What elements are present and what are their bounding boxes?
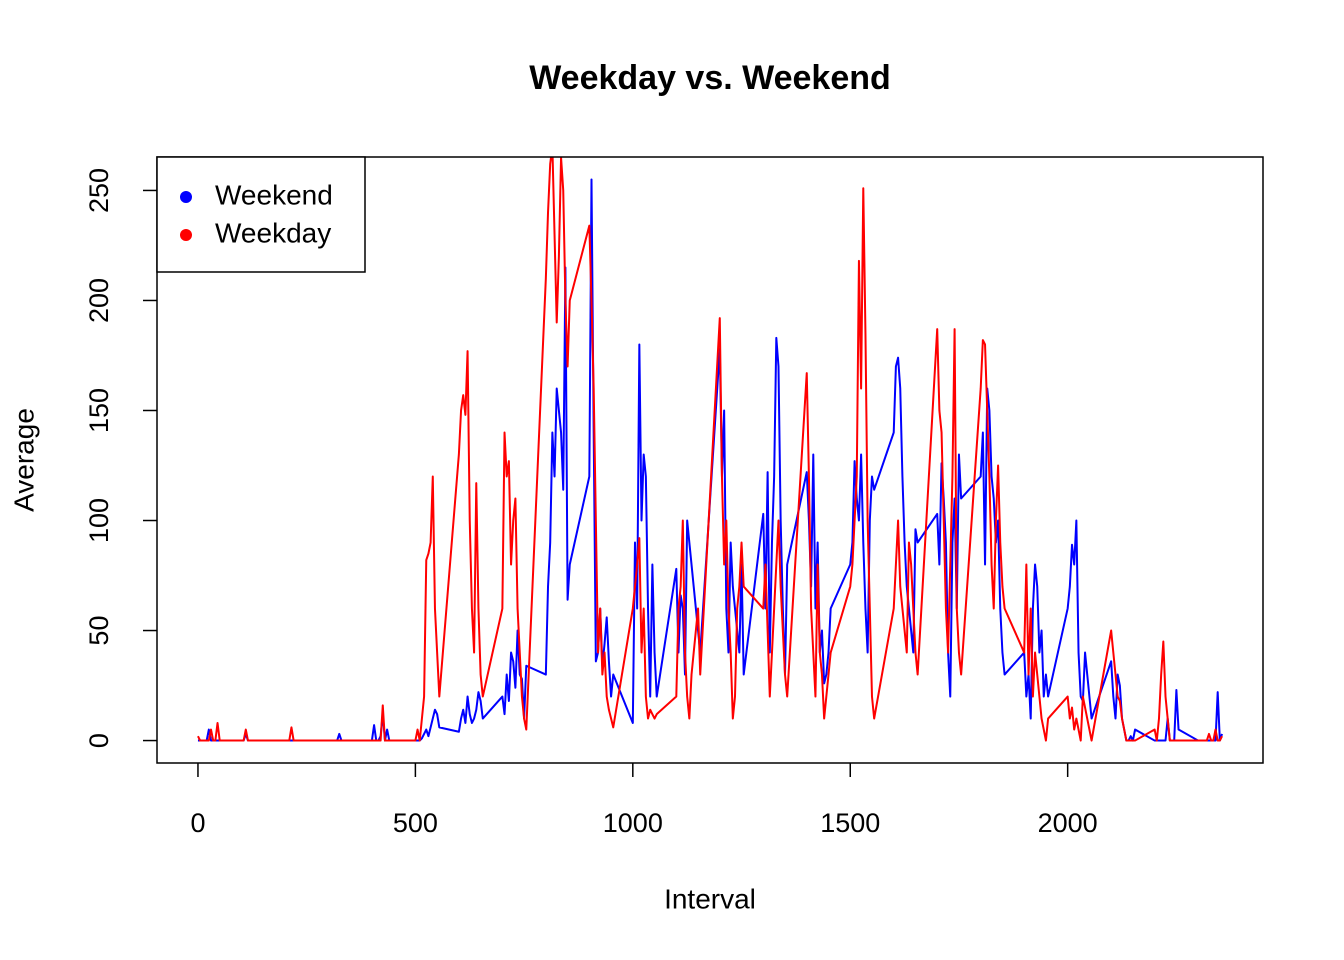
legend-label: Weekend [215, 179, 333, 210]
y-tick-label: 150 [84, 388, 114, 433]
x-axis-label: Interval [664, 883, 756, 914]
legend-box [156, 156, 366, 273]
x-tick-label: 500 [393, 808, 438, 838]
x-tick-label: 1500 [820, 808, 880, 838]
y-tick-label: 250 [84, 168, 114, 213]
y-axis-label: Average [8, 408, 39, 512]
y-tick-label: 50 [84, 616, 114, 646]
y-tick-label: 200 [84, 278, 114, 323]
x-tick-label: 2000 [1038, 808, 1098, 838]
legend: Weekend Weekday [156, 156, 366, 273]
x-tick-label: 0 [190, 808, 205, 838]
series-line [197, 157, 1223, 742]
legend-marker [180, 191, 192, 203]
plot-frame [156, 156, 1264, 764]
legend-label: Weekday [215, 217, 331, 248]
y-tick-label: 0 [84, 733, 114, 748]
legend-marker [180, 229, 192, 241]
y-tick-label: 100 [84, 498, 114, 543]
plot-area [197, 157, 1223, 742]
chart-title: Weekday vs. Weekend [529, 59, 891, 97]
x-tick-label: 1000 [603, 808, 663, 838]
